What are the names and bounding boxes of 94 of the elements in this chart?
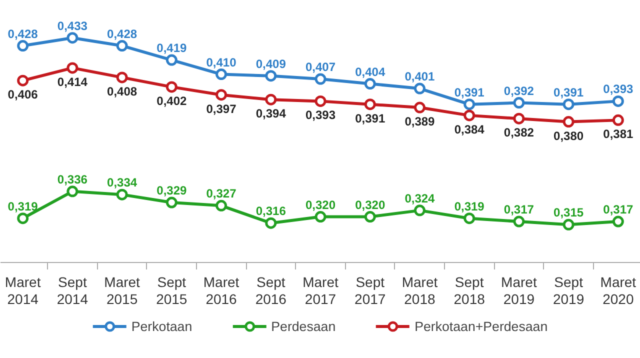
point xyxy=(612,95,624,107)
data-label: 0,402 xyxy=(156,94,188,108)
category-label: Sept 2016 xyxy=(255,274,286,308)
data-label: 0,391 xyxy=(355,111,386,126)
point xyxy=(464,110,476,122)
point xyxy=(612,216,624,228)
point xyxy=(364,98,376,110)
point xyxy=(116,40,128,52)
point xyxy=(216,68,228,80)
data-label: 0,320 xyxy=(305,198,336,212)
point xyxy=(265,70,277,82)
legend-label: Perdesaan xyxy=(271,318,336,334)
point xyxy=(166,81,178,93)
data-label: 0,410 xyxy=(206,55,237,70)
data-label: 0,320 xyxy=(355,198,386,212)
category-label: Sept 2018 xyxy=(454,274,485,308)
point xyxy=(17,74,29,86)
data-label: 0,407 xyxy=(305,60,336,74)
data-label: 0,428 xyxy=(107,26,138,41)
category-label: Maret 2018 xyxy=(402,274,438,308)
point xyxy=(265,94,277,106)
data-label: 0,404 xyxy=(355,64,386,79)
data-label: 0,392 xyxy=(504,84,534,98)
category-label: Sept 2014 xyxy=(56,274,88,308)
point xyxy=(513,216,525,228)
data-label: 0,327 xyxy=(206,186,237,201)
data-label: 0,319 xyxy=(454,199,485,214)
point xyxy=(562,98,574,110)
data-label: 0,409 xyxy=(256,56,286,71)
point xyxy=(314,211,326,222)
point xyxy=(562,116,574,128)
data-label: 0,391 xyxy=(554,85,584,100)
data-label: 0,401 xyxy=(404,70,436,84)
point xyxy=(116,188,128,200)
data-label: 0,394 xyxy=(256,106,286,121)
point xyxy=(513,97,525,109)
point xyxy=(464,212,476,224)
category-label: Sept 2015 xyxy=(156,274,188,308)
data-label: 0,414 xyxy=(57,74,88,89)
data-label: 0,391 xyxy=(454,85,485,100)
legend-label: Perkotaan+Perdesaan xyxy=(414,318,548,334)
data-label: 0,324 xyxy=(404,191,436,206)
data-label: 0,317 xyxy=(603,202,634,217)
point xyxy=(66,186,78,198)
point xyxy=(612,114,624,126)
point xyxy=(265,217,277,229)
data-label: 0,397 xyxy=(206,102,237,116)
point xyxy=(414,102,426,114)
point xyxy=(562,218,574,230)
point xyxy=(414,204,426,216)
point xyxy=(464,98,476,110)
data-label: 0,382 xyxy=(504,126,534,140)
category-label: Maret 2015 xyxy=(104,274,140,308)
data-label: 0,315 xyxy=(554,206,584,220)
point xyxy=(17,212,29,224)
point xyxy=(17,40,29,52)
point xyxy=(414,82,426,94)
category-label: Maret 2019 xyxy=(501,274,537,308)
data-label: 0,336 xyxy=(57,172,88,186)
legend-label: Perkotaan xyxy=(131,318,192,334)
category-label: Sept 2017 xyxy=(354,274,386,308)
data-label: 0,406 xyxy=(8,88,38,102)
data-label: 0,316 xyxy=(256,204,286,218)
point xyxy=(314,95,326,107)
point xyxy=(66,62,78,74)
category-label: Maret 2014 xyxy=(4,274,41,308)
data-label: 0,419 xyxy=(156,41,188,56)
category-label: Maret 2017 xyxy=(302,274,338,308)
point xyxy=(216,200,228,212)
data-label: 0,329 xyxy=(156,184,188,198)
data-label: 0,317 xyxy=(504,202,534,217)
data-label: 0,381 xyxy=(603,127,634,142)
data-label: 0,393 xyxy=(603,82,634,96)
point xyxy=(364,78,376,90)
category-label: Maret 2016 xyxy=(203,274,240,308)
point xyxy=(364,211,376,222)
point xyxy=(513,112,525,124)
category-label: Sept 2019 xyxy=(552,274,584,308)
data-label: 0,433 xyxy=(57,18,88,33)
point xyxy=(166,196,178,208)
data-label: 0,319 xyxy=(8,199,38,214)
data-label: 0,393 xyxy=(305,108,336,122)
data-label: 0,334 xyxy=(107,176,138,190)
point xyxy=(314,73,326,85)
point xyxy=(216,89,228,101)
data-label: 0,389 xyxy=(404,114,436,129)
point xyxy=(116,72,128,84)
data-label: 0,380 xyxy=(554,128,584,143)
data-label: 0,428 xyxy=(8,26,38,41)
category-label: Maret 2020 xyxy=(600,274,636,308)
point xyxy=(166,54,178,66)
data-label: 0,384 xyxy=(454,122,485,136)
data-label: 0,408 xyxy=(107,84,138,98)
point xyxy=(66,32,78,44)
